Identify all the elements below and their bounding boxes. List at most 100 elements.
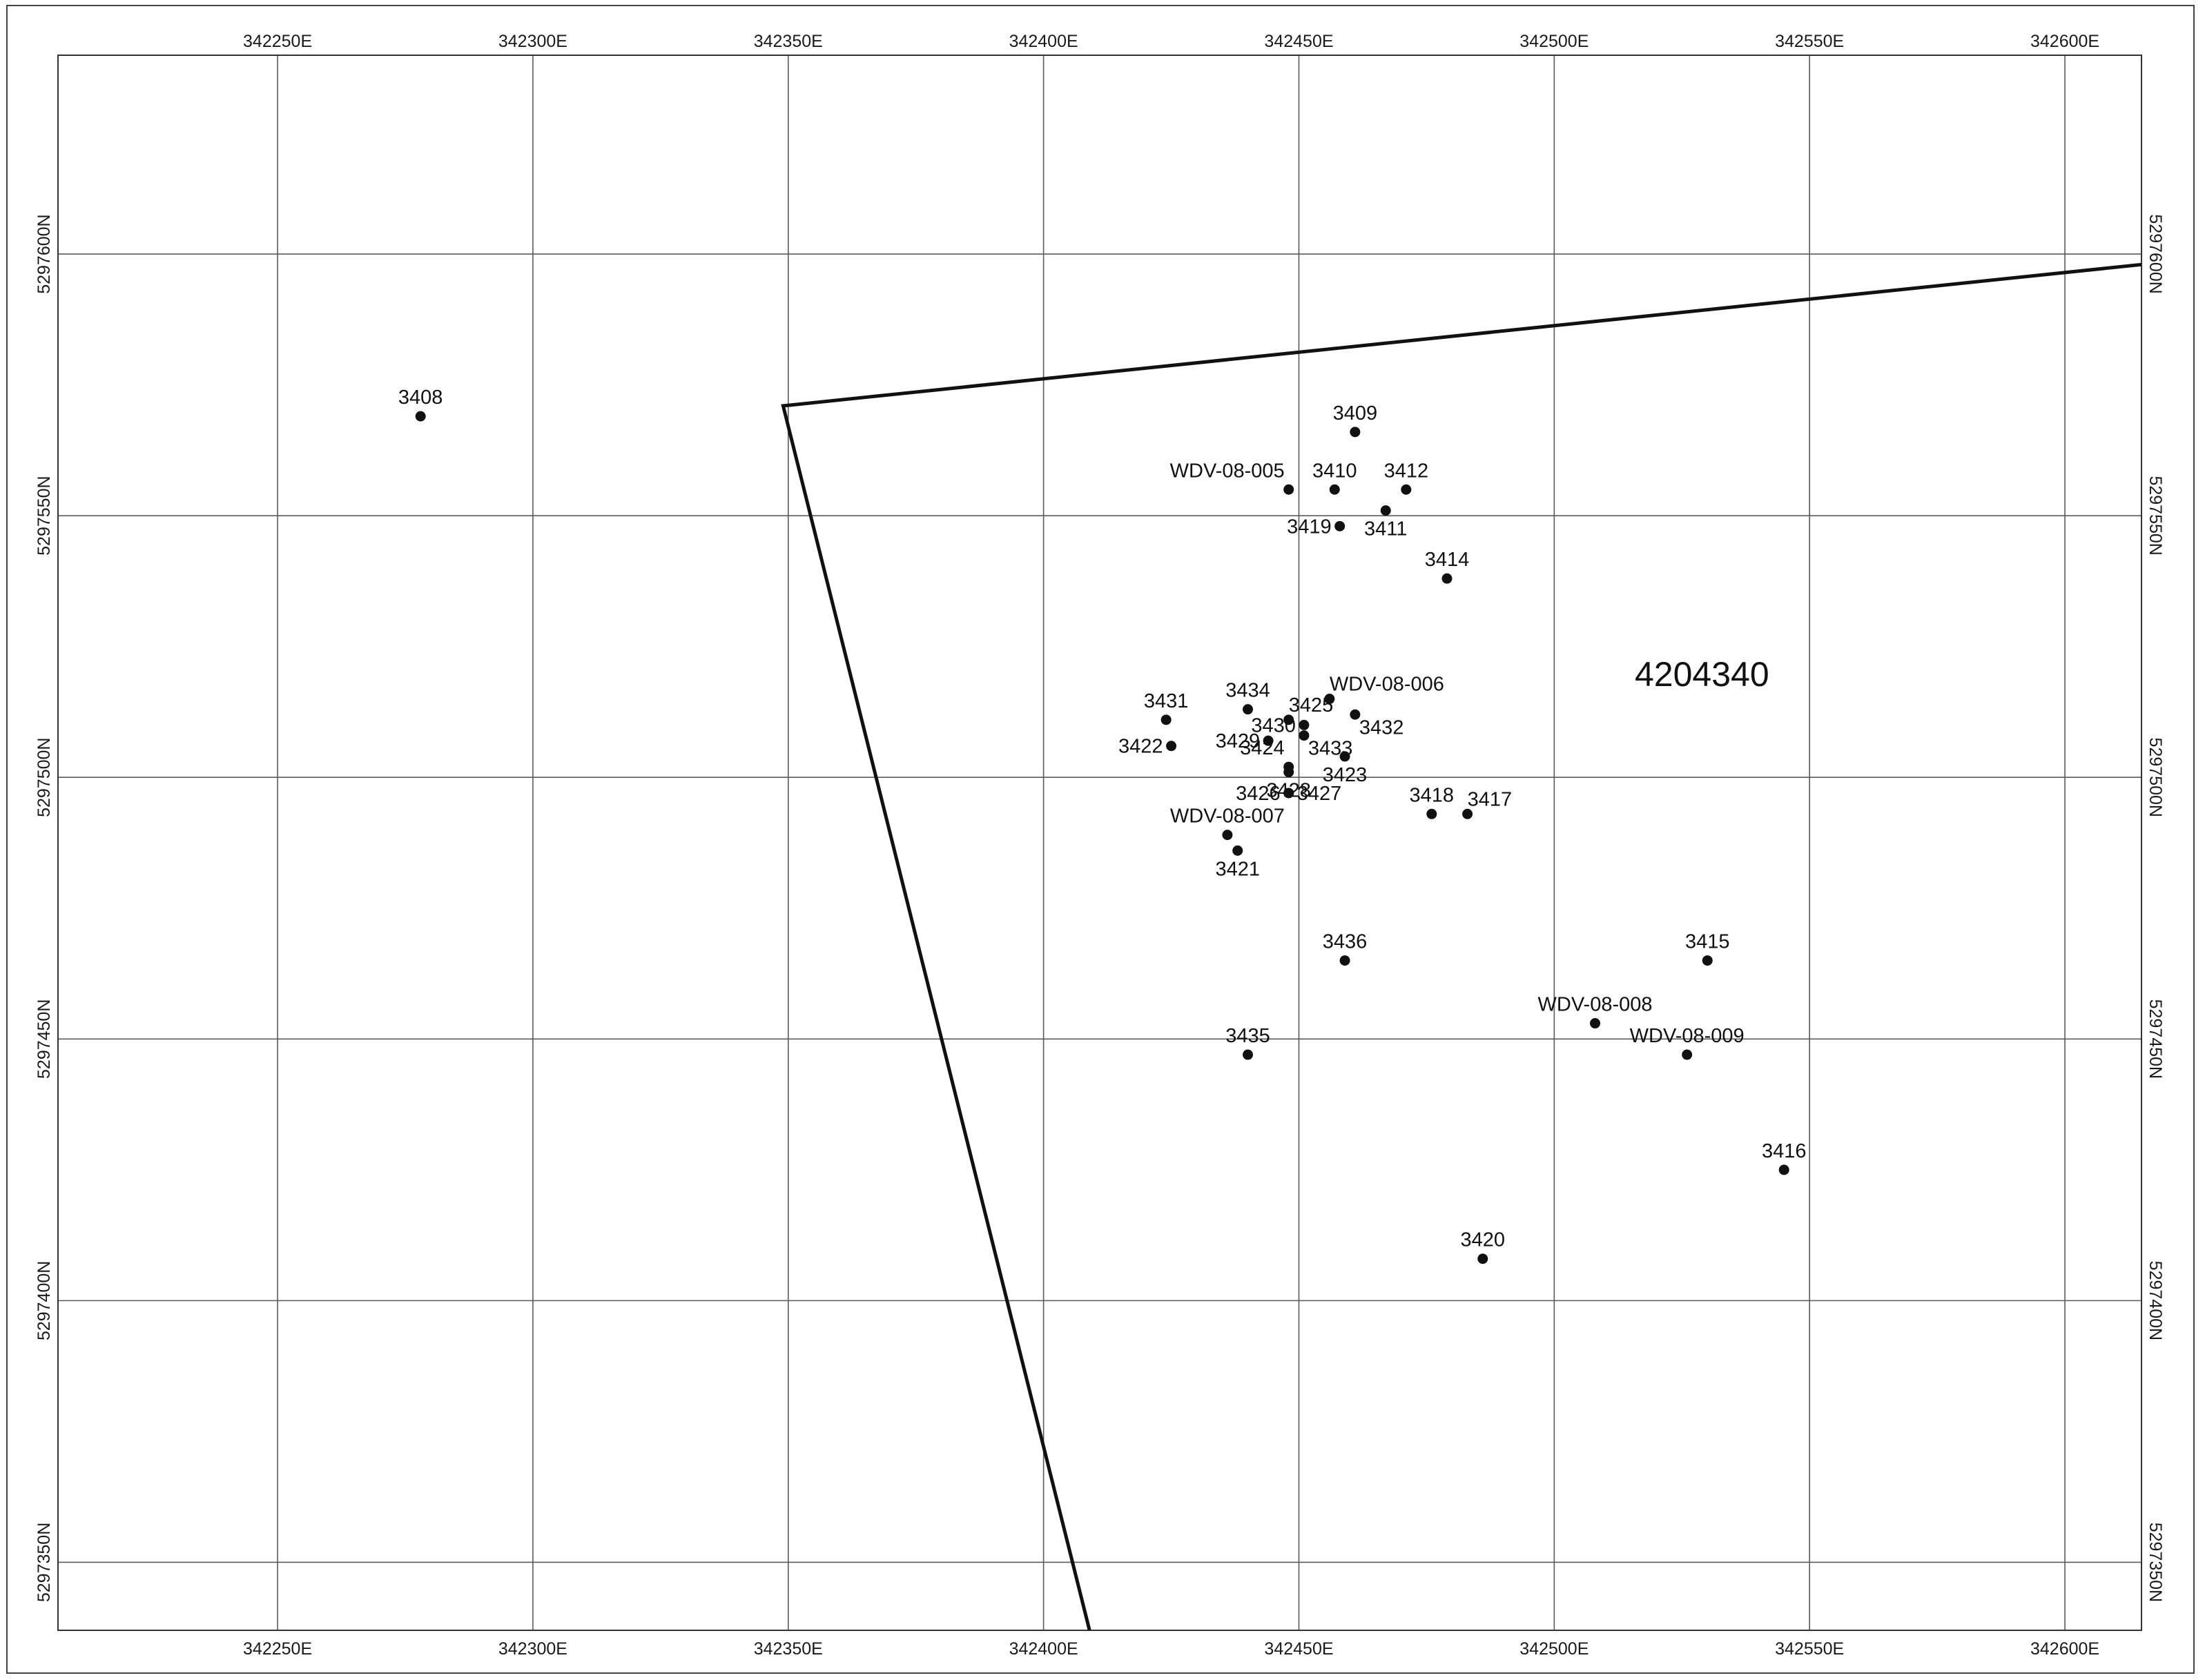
sample-point-label: 3432 — [1359, 716, 1404, 739]
sample-point: 3416 — [1762, 1140, 1807, 1175]
sample-point: 3432 — [1350, 709, 1404, 739]
sample-point-marker — [1299, 730, 1310, 741]
sample-point-label: WDV-08-008 — [1538, 994, 1653, 1016]
sample-point-marker — [1441, 573, 1453, 584]
sample-point-label: 3425 — [1289, 694, 1334, 716]
northing-label-left: 5297450N — [35, 999, 54, 1079]
sample-point: 3415 — [1685, 931, 1730, 966]
northing-label-right: 5297450N — [2146, 999, 2165, 1079]
easting-label-bottom: 342600E — [2030, 1639, 2099, 1659]
sample-point-label: 3415 — [1685, 931, 1730, 953]
sample-point-marker — [1166, 741, 1177, 752]
sample-point: WDV-08-008 — [1538, 994, 1653, 1029]
sample-point-label: 3421 — [1215, 858, 1260, 880]
sample-point-marker — [1350, 709, 1361, 720]
northing-label-right: 5297550N — [2146, 476, 2165, 555]
sample-point-label: 3429 — [1216, 730, 1261, 752]
northing-label-left: 5297550N — [35, 476, 54, 555]
sample-point-label: WDV-08-005 — [1170, 460, 1285, 482]
map-frame — [57, 55, 2142, 1631]
sample-point-label: 3436 — [1323, 931, 1368, 953]
sample-point: 3425 — [1283, 694, 1333, 725]
sample-point: 3430 — [1251, 714, 1310, 736]
sample-point-label: 3423 — [1323, 764, 1368, 786]
sample-point-label: 3424 — [1240, 737, 1285, 759]
sample-point: 3411 — [1364, 505, 1407, 540]
easting-label-top: 342400E — [1009, 32, 1078, 51]
easting-label-bottom: 342250E — [243, 1639, 312, 1659]
sample-point: 3418 — [1410, 784, 1455, 819]
sample-point-label: WDV-08-009 — [1630, 1025, 1745, 1047]
sheet-border — [6, 5, 2195, 1674]
sample-point-label: 3420 — [1461, 1229, 1506, 1251]
sample-point-label: 3419 — [1287, 516, 1332, 538]
northing-label-left: 5297400N — [35, 1261, 54, 1340]
easting-label-top: 342300E — [498, 32, 567, 51]
easting-label-top: 342600E — [2030, 32, 2099, 51]
easting-label-bottom: 342300E — [498, 1639, 567, 1659]
sample-point-label: 3411 — [1364, 518, 1407, 540]
sample-point-label: 3408 — [398, 387, 443, 409]
sample-point-label: 3409 — [1333, 402, 1378, 424]
sample-point: 3419 — [1287, 516, 1346, 538]
map-frame-rect — [57, 55, 2142, 1631]
sample-point-marker — [1243, 1049, 1254, 1060]
easting-label-bottom: 342450E — [1264, 1639, 1333, 1659]
easting-label-top: 342350E — [754, 32, 823, 51]
sample-point: 3420 — [1461, 1229, 1506, 1264]
sample-point-marker — [1299, 719, 1310, 730]
sample-point: 3423 — [1323, 751, 1368, 786]
easting-label-bottom: 342550E — [1775, 1639, 1844, 1659]
sample-point-marker — [1778, 1164, 1789, 1175]
claim-boundary-line — [781, 262, 2142, 1631]
sample-point-marker — [1232, 845, 1243, 856]
sample-point-marker — [1160, 714, 1172, 725]
sample-point: 3431 — [1144, 690, 1189, 725]
sample-point-label: 3422 — [1118, 736, 1163, 758]
sample-point-marker — [1222, 830, 1233, 841]
sample-point-label: 3427 — [1297, 783, 1342, 805]
sample-point-label: 3418 — [1410, 784, 1455, 806]
sample-point-marker — [1263, 735, 1274, 746]
sample-point-label: 3431 — [1144, 690, 1189, 712]
easting-label-top: 342550E — [1775, 32, 1844, 51]
sample-point: 3408 — [398, 387, 443, 422]
grid-lines — [58, 55, 2141, 1630]
sample-point-marker — [1339, 751, 1350, 762]
easting-label-top: 342450E — [1264, 32, 1333, 51]
sample-point-marker — [1324, 694, 1335, 705]
sample-point-marker — [1477, 1253, 1488, 1264]
sample-point-marker — [1380, 505, 1391, 516]
sample-point-marker — [1334, 520, 1346, 531]
outer-frame — [6, 5, 2195, 1674]
northing-label-left: 5297500N — [35, 738, 54, 817]
sample-point: 3421 — [1215, 845, 1260, 880]
sample-point: 3410 — [1312, 460, 1357, 495]
sample-point-marker — [1401, 484, 1412, 495]
sample-point-marker — [1339, 955, 1350, 966]
sample-point-label: 3416 — [1762, 1140, 1807, 1162]
sample-point-label: 3430 — [1251, 714, 1296, 736]
sample-point-label: 3414 — [1425, 549, 1470, 571]
sample-point-marker — [1590, 1018, 1601, 1029]
sample-point-label: WDV-08-007 — [1170, 805, 1285, 828]
sample-point-marker — [1283, 767, 1294, 778]
sample-point-label: 3434 — [1225, 680, 1270, 702]
claim-boundary — [781, 262, 2142, 1631]
sample-point: WDV-08-005 — [1170, 460, 1294, 495]
sample-point: 3434 — [1225, 680, 1270, 715]
northing-label-left: 5297350N — [35, 1523, 54, 1602]
easting-label-bottom: 342400E — [1009, 1639, 1078, 1659]
sample-point: WDV-08-009 — [1630, 1025, 1745, 1060]
sample-point-marker — [1283, 484, 1294, 495]
northing-label-left: 5297600N — [35, 214, 54, 293]
sample-point-marker — [1243, 704, 1254, 715]
sample-point: WDV-08-007 — [1170, 805, 1285, 841]
easting-label-bottom: 342350E — [754, 1639, 823, 1659]
sample-point-marker — [1283, 714, 1294, 725]
sample-point-marker — [1329, 484, 1340, 495]
sample-point-label: 3426 — [1236, 783, 1281, 805]
northing-label-right: 5297400N — [2146, 1261, 2165, 1340]
sample-point: 3422 — [1118, 736, 1177, 758]
